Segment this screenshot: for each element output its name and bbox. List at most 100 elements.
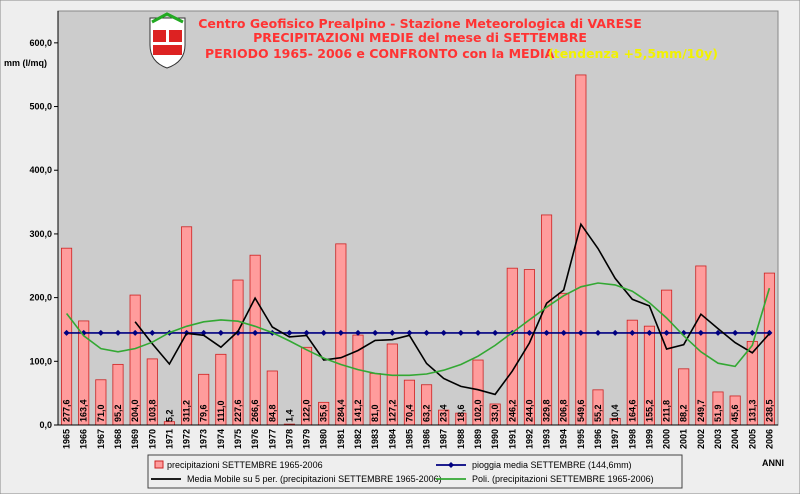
x-tick-label: 1991 (507, 429, 517, 449)
y-tick-label: 300,0 (29, 229, 52, 239)
x-axis-label: ANNI (762, 458, 784, 468)
x-tick-label: 1977 (267, 429, 277, 449)
x-tick-label: 1993 (542, 429, 552, 449)
x-tick-label: 1969 (130, 429, 140, 449)
marker (372, 329, 379, 336)
x-tick-label: 1997 (610, 429, 620, 449)
marker (303, 329, 310, 336)
data-label: 63,2 (422, 404, 432, 422)
data-label: 244,0 (524, 399, 534, 422)
marker (715, 329, 721, 336)
x-tick-label: 1985 (404, 429, 414, 449)
data-label: 10,4 (610, 404, 620, 422)
x-tick-label: 1973 (199, 429, 209, 449)
x-tick-label: 2004 (730, 429, 740, 449)
marker (149, 329, 156, 336)
marker (337, 329, 344, 336)
marker (97, 329, 104, 336)
data-label: 111,0 (216, 400, 226, 422)
data-label: 284,4 (336, 399, 346, 422)
marker (629, 329, 636, 336)
data-label: 329,8 (542, 399, 552, 422)
marker (217, 329, 224, 336)
y-tick-label: 500,0 (29, 102, 52, 112)
data-label: 141,2 (353, 399, 363, 422)
marker (612, 329, 619, 336)
line (65, 282, 771, 377)
marker (355, 329, 361, 336)
legend (147, 454, 683, 489)
x-tick-label: 1990 (490, 429, 500, 449)
x-tick-label: 1988 (456, 429, 466, 449)
x-tick-label: 1971 (164, 429, 174, 449)
data-label: 103,8 (147, 399, 157, 422)
legend-label: precipitazioni SETTEMBRE 1965-2006 (167, 460, 323, 470)
marker (663, 329, 670, 336)
data-label: 249,7 (696, 399, 706, 422)
line (134, 222, 770, 396)
data-label: 5,2 (164, 409, 174, 422)
x-tick-label: 1984 (387, 429, 397, 449)
marker (389, 329, 396, 336)
data-label: 266,6 (250, 399, 260, 422)
x-tick-label: 1968 (113, 429, 123, 449)
x-tick-label: 1980 (319, 429, 329, 449)
data-label: 71,0 (96, 404, 106, 422)
data-label: 127,2 (387, 399, 397, 422)
data-label: 1,4 (284, 409, 294, 422)
x-tick-label: 1976 (250, 429, 260, 449)
x-tick-label: 1989 (473, 429, 483, 449)
x-tick-label: 1998 (627, 429, 637, 449)
data-label: 164,6 (627, 399, 637, 422)
marker (526, 329, 533, 336)
x-tick-label: 1983 (370, 429, 380, 449)
x-tick-label: 1978 (284, 429, 294, 449)
x-tick-label: 1982 (353, 429, 363, 449)
x-tick-label: 1972 (182, 429, 192, 449)
data-label: 206,8 (559, 399, 569, 422)
data-label: 549,6 (576, 399, 586, 422)
marker (457, 329, 464, 336)
data-label: 102,0 (473, 399, 483, 422)
data-label: 95,2 (113, 404, 123, 422)
marker (423, 329, 430, 336)
marker (320, 329, 327, 336)
x-tick-label: 1974 (216, 429, 226, 449)
marker (646, 329, 653, 336)
data-label: 227,6 (233, 399, 243, 422)
marker (732, 329, 739, 336)
y-tick-label: 200,0 (29, 293, 52, 303)
x-tick-label: 2003 (713, 429, 723, 449)
data-label: 70,4 (404, 404, 414, 422)
data-label: 35,6 (319, 404, 329, 422)
x-tick-label: 2005 (747, 429, 757, 449)
annotation: (tendenza +5,5mm/10y) (548, 46, 718, 61)
data-label: 163,4 (79, 399, 89, 422)
data-label: 45,6 (730, 404, 740, 422)
marker (595, 329, 601, 336)
data-label: 122,0 (302, 399, 312, 422)
marker (492, 329, 499, 336)
marker (63, 329, 70, 336)
data-label: 155,2 (644, 399, 654, 422)
data-label: 51,9 (713, 404, 723, 422)
marker (560, 329, 567, 336)
marker (132, 329, 139, 336)
y-tick-label: 400,0 (29, 165, 52, 175)
x-tick-label: 2002 (696, 429, 706, 449)
legend-swatch (154, 460, 164, 469)
legend-marker (448, 462, 454, 468)
data-label: 81,0 (370, 404, 380, 422)
marker (543, 329, 550, 336)
data-label: 55,2 (593, 404, 603, 422)
legend-label: pioggia media SETTEMBRE (144,6mm) (472, 460, 632, 470)
x-tick-label: 2001 (679, 429, 689, 449)
x-tick-label: 1992 (524, 429, 534, 449)
x-tick-label: 1987 (439, 429, 449, 449)
marker (577, 329, 584, 336)
legend-label: Media Mobile su 5 per. (precipitazioni S… (187, 474, 442, 484)
data-label: 238,5 (764, 399, 774, 422)
chart-subtitle: PERIODO 1965- 2006 e CONFRONTO con la ME… (205, 46, 555, 61)
x-tick-label: 1979 (302, 429, 312, 449)
